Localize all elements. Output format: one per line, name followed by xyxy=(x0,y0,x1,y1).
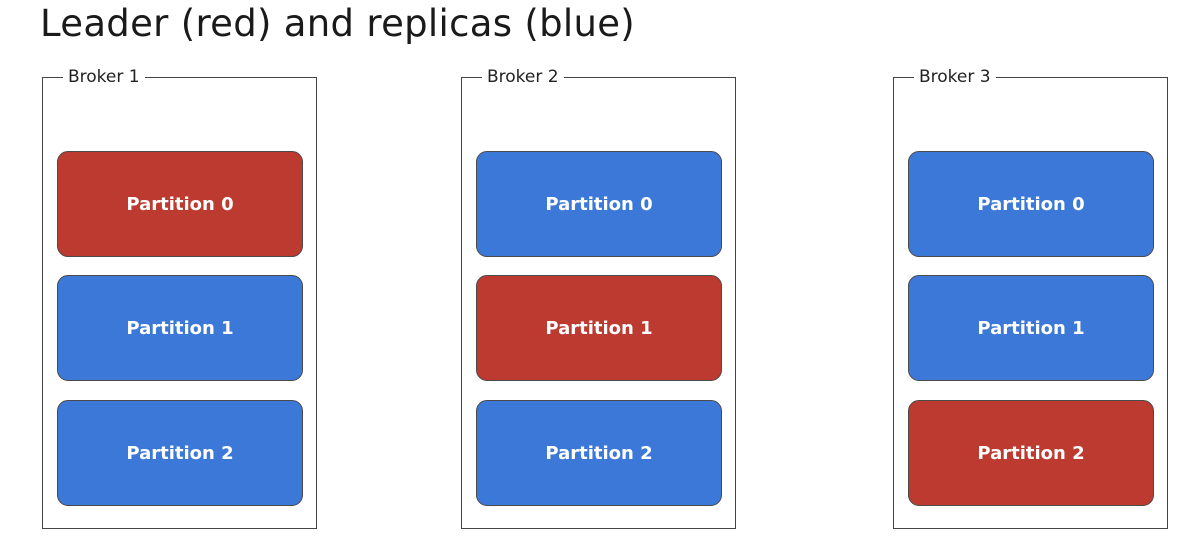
diagram-title: Leader (red) and replicas (blue) xyxy=(40,2,635,45)
broker-3-partition-2: Partition 2 xyxy=(908,400,1154,506)
broker-2-partition-2: Partition 2 xyxy=(476,400,722,506)
broker-1-box: Broker 1 Partition 0 Partition 1 Partiti… xyxy=(42,66,317,529)
broker-1-partition-0: Partition 0 xyxy=(57,151,303,257)
broker-1-partition-1: Partition 1 xyxy=(57,275,303,381)
broker-1-partition-2: Partition 2 xyxy=(57,400,303,506)
broker-2-partition-0: Partition 0 xyxy=(476,151,722,257)
broker-3-box: Broker 3 Partition 0 Partition 1 Partiti… xyxy=(893,66,1168,529)
broker-1-label: Broker 1 xyxy=(63,66,145,88)
broker-3-partition-0: Partition 0 xyxy=(908,151,1154,257)
broker-2-box: Broker 2 Partition 0 Partition 1 Partiti… xyxy=(461,66,736,529)
broker-2-partition-1: Partition 1 xyxy=(476,275,722,381)
broker-2-label: Broker 2 xyxy=(482,66,564,88)
broker-3-partition-1: Partition 1 xyxy=(908,275,1154,381)
broker-3-label: Broker 3 xyxy=(914,66,996,88)
